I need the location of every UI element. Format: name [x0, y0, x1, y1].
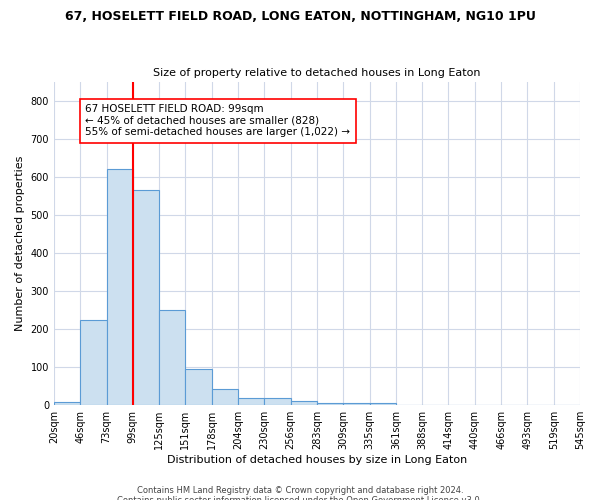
Bar [290, 402, 317, 405]
X-axis label: Distribution of detached houses by size in Long Eaton: Distribution of detached houses by size … [167, 455, 467, 465]
Text: Contains public sector information licensed under the Open Government Licence v3: Contains public sector information licen… [118, 496, 482, 500]
Bar [185, 369, 212, 405]
Bar [212, 389, 238, 405]
Y-axis label: Number of detached properties: Number of detached properties [15, 156, 25, 331]
Bar [343, 404, 370, 405]
Bar [133, 190, 159, 405]
Text: 67, HOSELETT FIELD ROAD, LONG EATON, NOTTINGHAM, NG10 1PU: 67, HOSELETT FIELD ROAD, LONG EATON, NOT… [65, 10, 535, 23]
Bar [159, 310, 185, 405]
Bar [80, 320, 107, 405]
Text: Contains HM Land Registry data © Crown copyright and database right 2024.: Contains HM Land Registry data © Crown c… [137, 486, 463, 495]
Bar [317, 404, 343, 405]
Bar [107, 169, 133, 405]
Title: Size of property relative to detached houses in Long Eaton: Size of property relative to detached ho… [153, 68, 481, 78]
Bar [54, 402, 80, 405]
Bar [238, 398, 265, 405]
Bar [370, 404, 396, 405]
Bar [265, 398, 290, 405]
Text: 67 HOSELETT FIELD ROAD: 99sqm
← 45% of detached houses are smaller (828)
55% of : 67 HOSELETT FIELD ROAD: 99sqm ← 45% of d… [85, 104, 350, 138]
